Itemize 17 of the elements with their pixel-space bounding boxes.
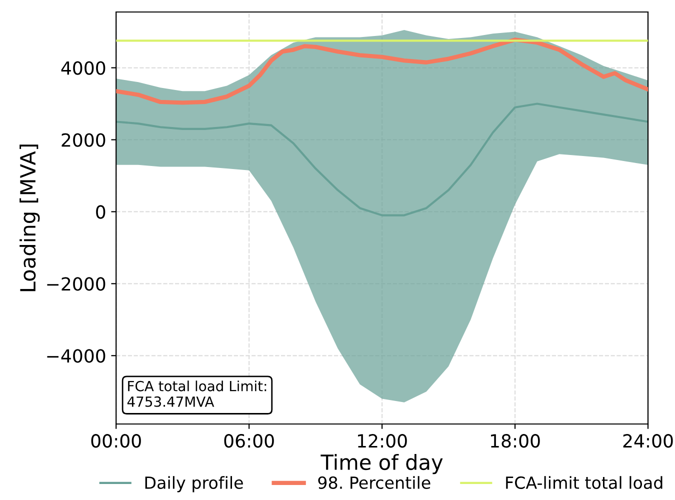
y-tick-label: 4000 [61,61,106,75]
y-tick-label: 0 [96,205,106,219]
y-tick-label: −2000 [47,277,106,291]
y-tick-label: −4000 [47,349,106,363]
x-tick-label: 24:00 [623,434,673,448]
x-tick-label: 18:00 [490,434,540,448]
x-axis-title: Time of day [320,454,443,474]
y-axis-title: Loading [MVA] [20,144,40,292]
x-tick-label: 00:00 [91,434,141,448]
legend-label: FCA-limit total load [506,476,662,489]
legend-label: Daily profile [145,476,243,492]
x-tick-label: 06:00 [224,434,274,448]
annotation: FCA total load Limit: 4753.47MVA [127,380,266,407]
y-tick-label: 2000 [62,133,106,147]
x-tick-label: 12:00 [358,434,407,448]
line-series [116,38,648,105]
legend-label: 98. Percentile [318,476,430,489]
